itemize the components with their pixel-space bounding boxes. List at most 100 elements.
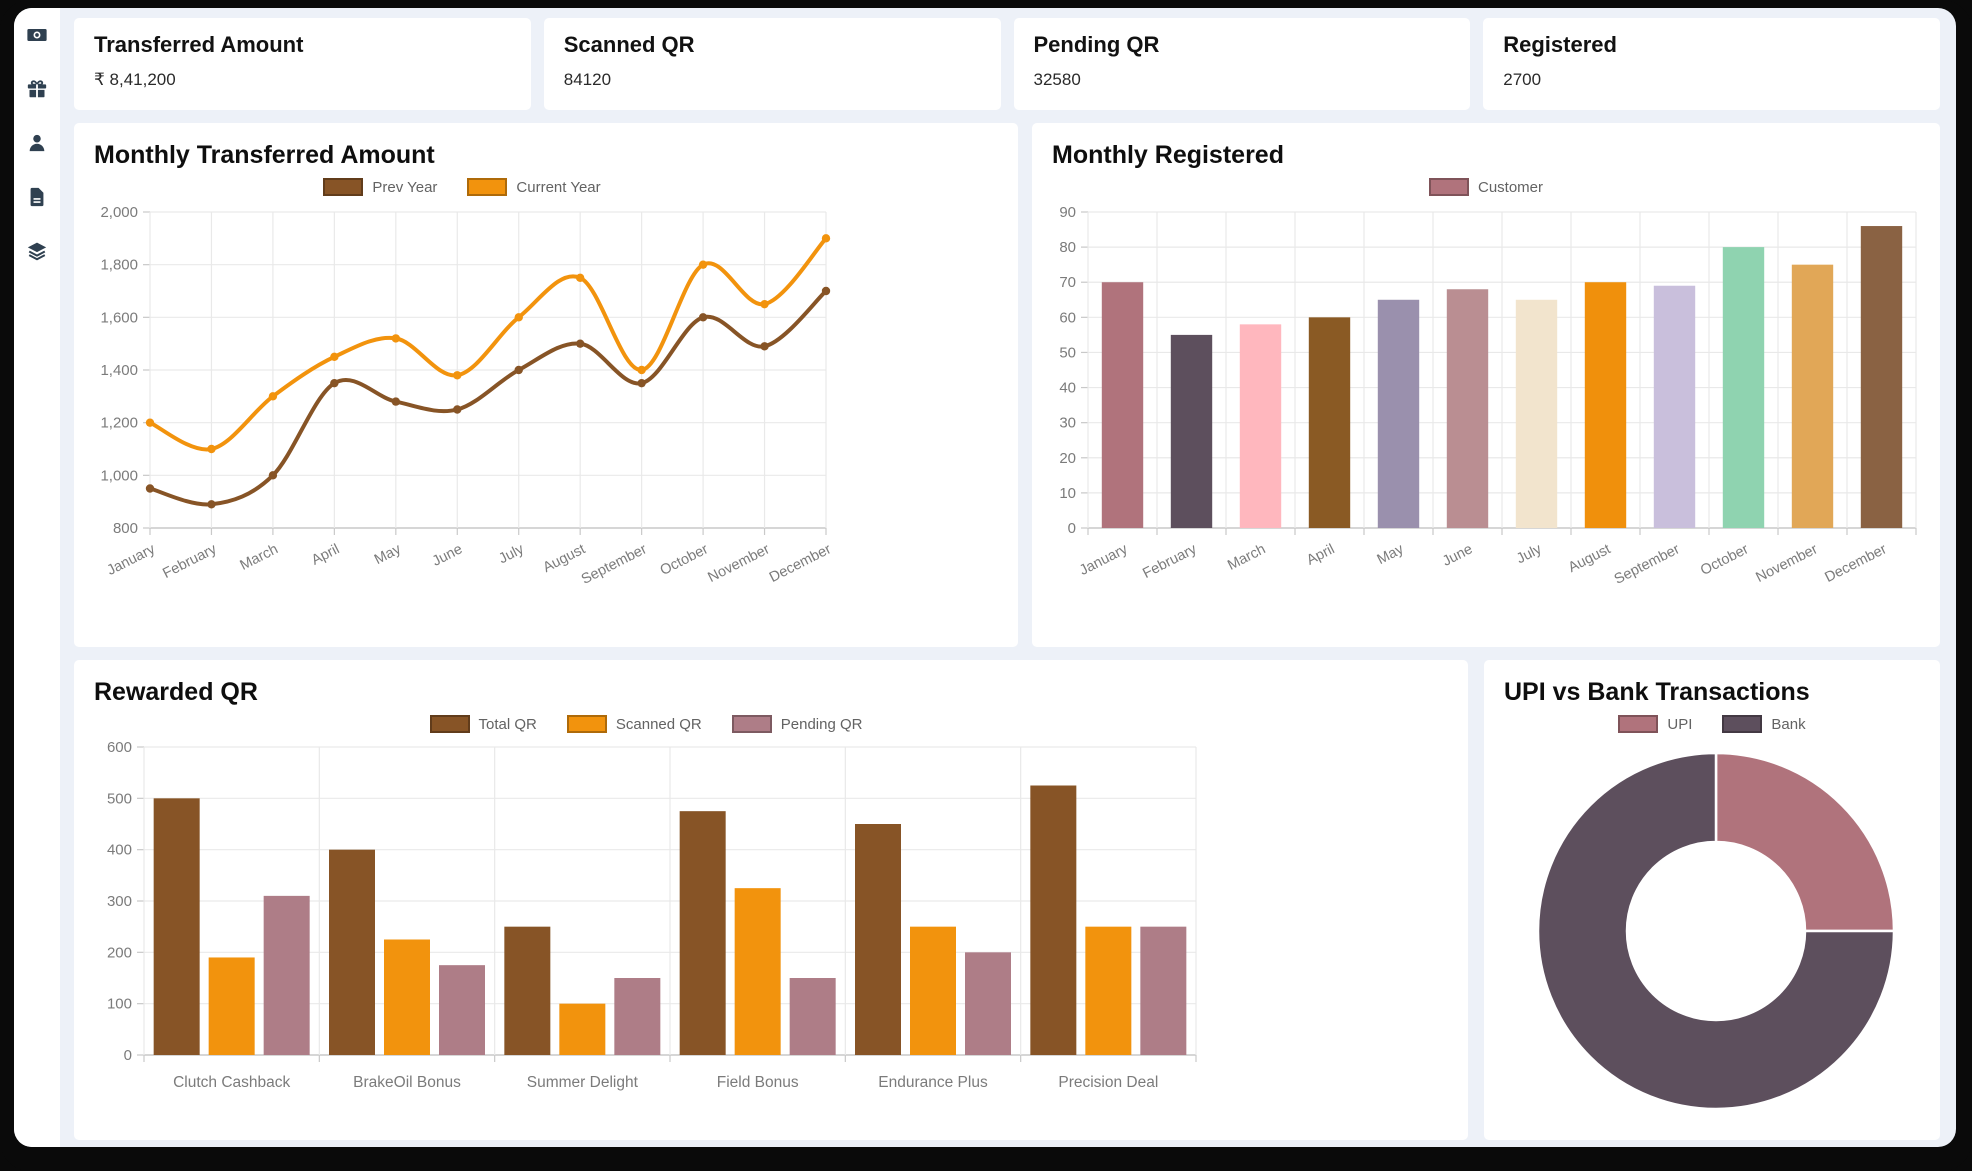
legend-label: Current Year [516, 178, 601, 196]
sidebar-item-categories[interactable] [22, 238, 52, 268]
monthly-transferred-card: Monthly Transferred Amount Prev Year Curr… [74, 123, 1018, 647]
svg-text:20: 20 [1059, 450, 1076, 467]
svg-text:70: 70 [1059, 274, 1076, 291]
stat-value: 2700 [1503, 70, 1542, 89]
charts-row-1: Monthly Transferred Amount Prev Year Curr… [74, 123, 1940, 647]
svg-text:1,200: 1,200 [100, 415, 138, 432]
legend-label: Scanned QR [615, 715, 702, 733]
legend-swatch [323, 178, 364, 196]
legend-monthly-transferred: Prev Year Current Year [92, 178, 832, 196]
svg-text:2,000: 2,000 [100, 204, 138, 221]
svg-text:July: July [1514, 541, 1545, 567]
svg-text:June: June [1440, 541, 1475, 570]
upi-bank-card: UPI vs Bank Transactions UPI Bank [1484, 660, 1940, 1140]
svg-text:September: September [579, 541, 650, 588]
svg-text:August: August [1566, 541, 1613, 576]
stats-row: Transferred Amount ₹ 8,41,200 Scanned QR… [74, 18, 1940, 110]
legend-item-prev-year[interactable]: Prev Year [323, 178, 437, 196]
legend-monthly-registered: Customer [1050, 178, 1922, 196]
legend-swatch [429, 715, 470, 733]
svg-text:January: January [1077, 541, 1131, 579]
sidebar-item-payments[interactable] [22, 22, 52, 52]
legend-swatch [1428, 178, 1469, 196]
legend-label: Bank [1771, 715, 1806, 733]
svg-text:300: 300 [107, 893, 132, 910]
svg-text:November: November [705, 541, 772, 586]
stat-card-scanned-qr: Scanned QR 84120 [543, 18, 1001, 110]
sidebar-item-reports[interactable] [22, 184, 52, 214]
rewarded-qr-chart[interactable]: 0 100 200 300 400 500 600 Clutch Cashback BrakeO… [92, 739, 1200, 1113]
svg-text:April: April [309, 541, 342, 568]
svg-text:Clutch Cashback: Clutch Cashback [173, 1074, 290, 1091]
svg-text:February: February [1140, 541, 1200, 582]
svg-text:June: June [430, 541, 465, 570]
legend-item-total-qr[interactable]: Total QR [429, 715, 537, 733]
svg-text:1,600: 1,600 [100, 309, 138, 326]
svg-text:90: 90 [1059, 204, 1076, 221]
svg-text:October: October [1698, 541, 1751, 579]
svg-text:60: 60 [1059, 309, 1076, 326]
svg-text:30: 30 [1059, 415, 1076, 432]
legend-swatch [467, 178, 508, 196]
stat-value: ₹ 8,41,200 [94, 70, 176, 89]
stat-card-transferred-amount: Transferred Amount ₹ 8,41,200 [74, 18, 531, 110]
dashboard: Transferred Amount ₹ 8,41,200 Scanned QR… [14, 8, 1956, 1147]
svg-text:1,400: 1,400 [100, 362, 138, 379]
svg-text:0: 0 [124, 1047, 132, 1064]
monthly-registered-chart[interactable]: 0 10 20 30 40 50 60 70 80 90 January February March A… [1050, 204, 1922, 606]
legend-swatch [1722, 715, 1763, 733]
chart-title: Rewarded QR [94, 678, 258, 706]
legend-upi-bank: UPI Bank [1502, 715, 1922, 733]
svg-text:March: March [238, 541, 281, 574]
upi-bank-donut-chart[interactable] [1502, 741, 1922, 1121]
svg-text:October: October [658, 541, 711, 579]
svg-text:May: May [372, 541, 404, 568]
stat-label: Scanned QR [563, 32, 695, 57]
svg-text:March: March [1225, 541, 1268, 574]
svg-text:40: 40 [1059, 380, 1076, 397]
sidebar-item-rewards[interactable] [22, 76, 52, 106]
stat-value: 32580 [1033, 70, 1081, 89]
legend-label: Customer [1477, 178, 1544, 196]
svg-text:100: 100 [107, 996, 132, 1013]
svg-text:10: 10 [1059, 485, 1076, 502]
legend-label: UPI [1667, 715, 1693, 733]
svg-text:August: August [540, 541, 587, 576]
svg-text:600: 600 [107, 741, 132, 756]
legend-item-pending-qr[interactable]: Pending QR [731, 715, 862, 733]
charts-row-2: Rewarded QR Total QR Scanned QR Pending QR… [74, 660, 1940, 1140]
monthly-transferred-chart[interactable]: 800 1,000 1,200 1,400 1,600 1,800 2,000 January… [92, 204, 834, 606]
legend-item-customer[interactable]: Customer [1428, 178, 1544, 196]
legend-item-scanned-qr[interactable]: Scanned QR [566, 715, 702, 733]
stat-card-registered: Registered 2700 [1483, 18, 1940, 110]
legend-swatch [1618, 715, 1659, 733]
svg-text:BrakeOil Bonus: BrakeOil Bonus [353, 1074, 461, 1091]
chart-title: Monthly Transferred Amount [94, 141, 435, 169]
svg-text:500: 500 [107, 790, 132, 807]
chart-title: UPI vs Bank Transactions [1504, 678, 1810, 706]
legend-item-bank[interactable]: Bank [1722, 715, 1806, 733]
legend-swatch [731, 715, 772, 733]
banknote-icon [26, 24, 48, 51]
svg-text:February: February [160, 541, 220, 582]
svg-text:December: December [767, 541, 832, 586]
svg-text:800: 800 [113, 520, 138, 537]
stat-value: 84120 [563, 70, 612, 89]
svg-text:50: 50 [1059, 344, 1076, 361]
layers-icon [26, 240, 48, 267]
svg-text:1,800: 1,800 [100, 257, 138, 274]
gift-icon [26, 78, 48, 105]
user-icon [26, 132, 48, 159]
svg-text:Field Bonus: Field Bonus [717, 1074, 799, 1091]
svg-text:April: April [1304, 541, 1337, 568]
legend-label: Total QR [478, 715, 537, 733]
legend-label: Prev Year [372, 178, 438, 196]
svg-text:80: 80 [1059, 239, 1076, 256]
legend-item-upi[interactable]: UPI [1618, 715, 1692, 733]
stat-card-pending-qr: Pending QR 32580 [1013, 18, 1471, 110]
sidebar-item-customers[interactable] [22, 130, 52, 160]
legend-item-current-year[interactable]: Current Year [467, 178, 601, 196]
svg-text:1,000: 1,000 [100, 467, 138, 484]
legend-swatch [566, 715, 607, 733]
